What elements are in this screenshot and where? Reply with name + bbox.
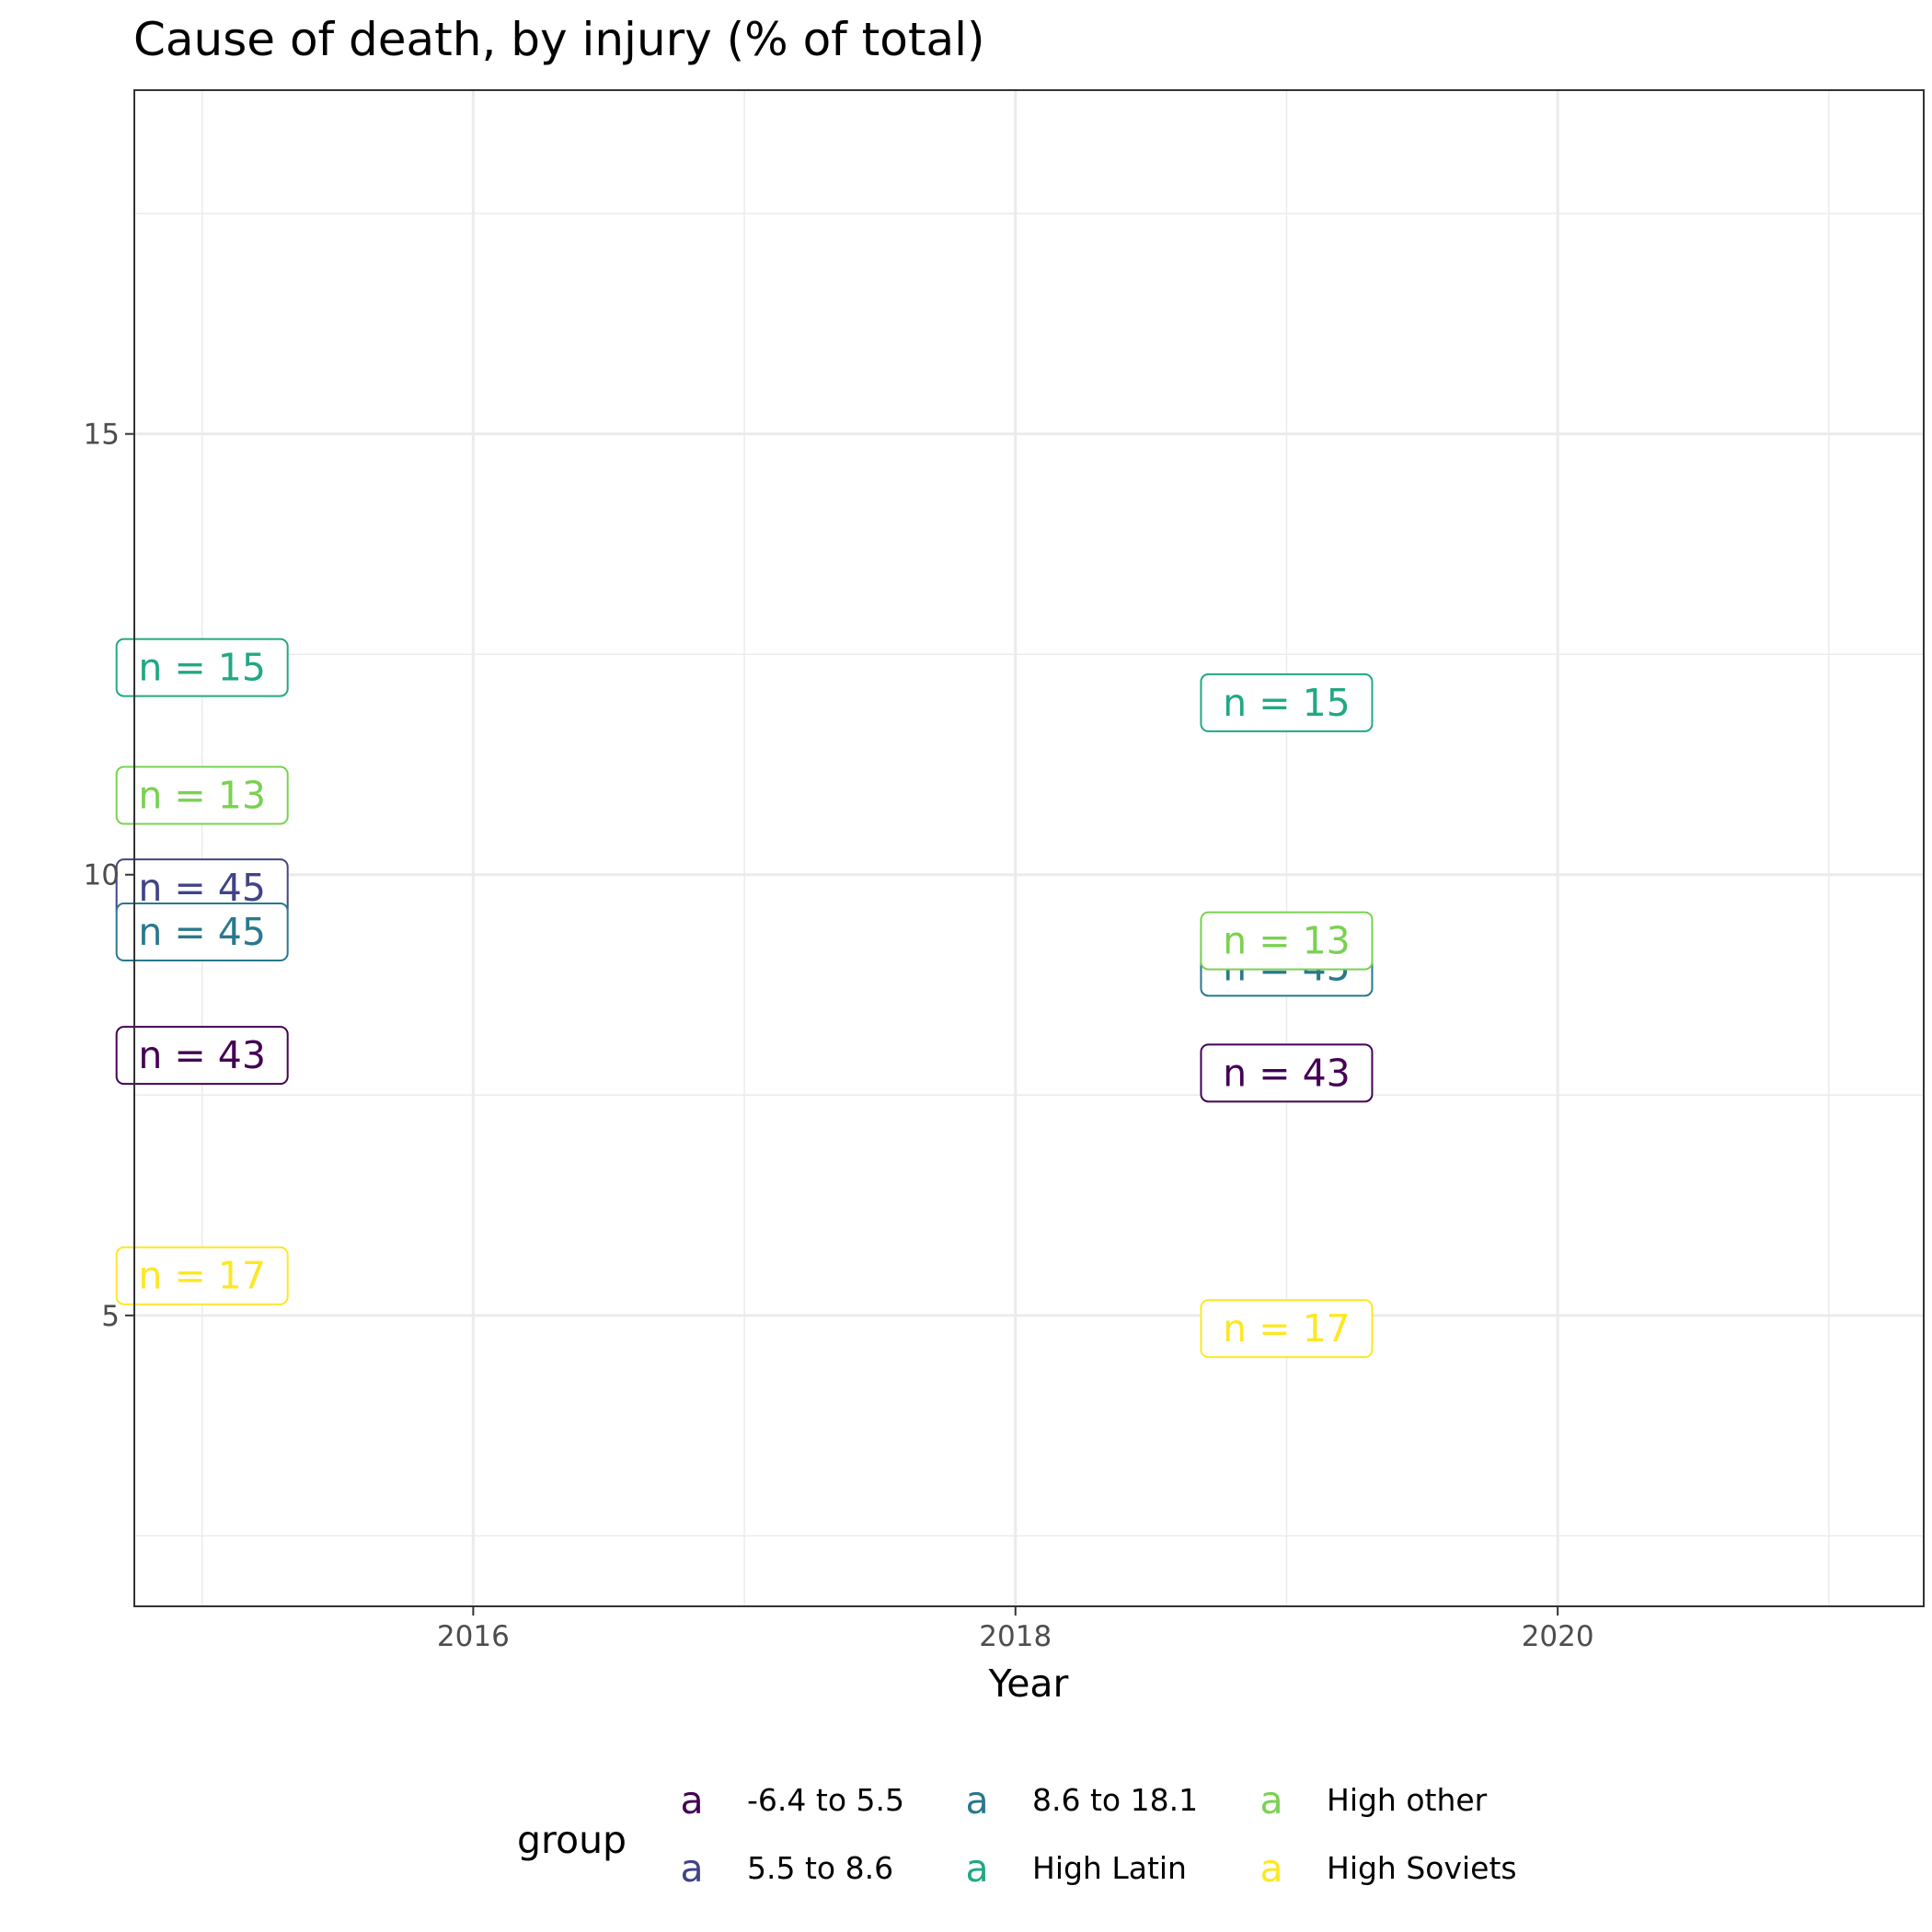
- minor-gridlines: [134, 90, 1924, 1606]
- data-label-box: [1200, 673, 1374, 732]
- legend-key-glyph: a: [680, 1846, 703, 1891]
- data-label: n = 13: [115, 765, 289, 825]
- data-label-text: n = 15: [1223, 681, 1351, 725]
- legend-key-glyph: a: [965, 1778, 988, 1823]
- x-axis: 2016 2018 2020: [437, 1606, 1594, 1653]
- x-tick-label: 2016: [437, 1620, 510, 1653]
- data-label-text: n = 17: [1223, 1306, 1351, 1351]
- x-axis-title: Year: [988, 1662, 1069, 1706]
- y-tick-label: 10: [84, 859, 120, 892]
- data-label: n = 45: [115, 903, 289, 962]
- legend-item-label: High Latin: [1032, 1850, 1187, 1886]
- plot-panel: [134, 90, 1924, 1606]
- legend-key-glyph: a: [1259, 1778, 1282, 1823]
- data-label: n = 15: [1200, 673, 1374, 732]
- data-label-text: n = 43: [138, 1033, 266, 1077]
- legend-key-glyph: a: [1259, 1846, 1282, 1891]
- legend: a -6.4 to 5.5 a 5.5 to 8.6 a 8.6 to 18.1 a High…: [680, 1778, 1516, 1891]
- legend-key-glyph: a: [965, 1846, 988, 1891]
- data-label-text: n = 15: [138, 646, 266, 690]
- data-label-box: [1200, 911, 1374, 971]
- data-label: n = 43: [115, 1026, 289, 1086]
- data-label-box: [1200, 1299, 1374, 1359]
- major-gridlines: [134, 90, 1924, 1606]
- x-tick-label: 2020: [1522, 1620, 1594, 1653]
- data-labels: n = 43n = 43n = 45n = 45n = 45n = 45n = …: [115, 638, 1374, 1359]
- data-label: n = 17: [1200, 1299, 1374, 1359]
- y-axis: 5 10 15: [84, 419, 134, 1333]
- legend-key-glyph: a: [680, 1778, 703, 1823]
- data-label-text: n = 13: [1223, 919, 1351, 963]
- panel-border: [133, 89, 1925, 1607]
- y-tick-label: 15: [84, 419, 120, 452]
- legend-item-label: High other: [1327, 1782, 1488, 1818]
- data-label: n = 17: [115, 1246, 289, 1305]
- y-tick-label: 5: [101, 1300, 120, 1333]
- data-label-text: n = 17: [138, 1254, 266, 1298]
- x-tick-label: 2018: [979, 1620, 1052, 1653]
- data-label-box: [115, 638, 289, 697]
- data-label: n = 15: [115, 638, 289, 697]
- legend-item-label: -6.4 to 5.5: [747, 1782, 904, 1818]
- legend-item-label: 5.5 to 8.6: [747, 1850, 893, 1886]
- data-label-box: [115, 903, 289, 962]
- data-label-text: n = 45: [138, 910, 266, 954]
- chart-title: Cause of death, by injury (% of total): [133, 13, 985, 66]
- legend-item-label: High Soviets: [1327, 1850, 1517, 1886]
- data-label-box: [115, 1246, 289, 1305]
- data-label-box: [115, 765, 289, 825]
- data-label: n = 13: [1200, 911, 1374, 971]
- data-label-text: n = 13: [138, 774, 266, 818]
- data-label-text: n = 43: [1223, 1051, 1351, 1095]
- data-label: n = 43: [1200, 1043, 1374, 1103]
- legend-title: group: [517, 1818, 627, 1862]
- data-label-box: [115, 1026, 289, 1086]
- data-label-box: [1200, 1043, 1374, 1103]
- legend-item-label: 8.6 to 18.1: [1032, 1782, 1198, 1818]
